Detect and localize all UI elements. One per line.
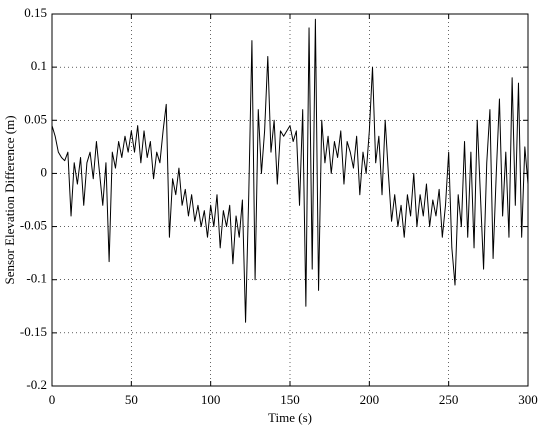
y-axis-label: Sensor Elevation Difference (m) bbox=[2, 115, 17, 284]
x-tick-label: 0 bbox=[49, 392, 56, 407]
x-tick-label: 50 bbox=[125, 392, 138, 407]
x-tick-label: 250 bbox=[439, 392, 459, 407]
y-tick-label: 0.15 bbox=[24, 5, 47, 20]
x-tick-label: 200 bbox=[360, 392, 380, 407]
x-tick-label: 100 bbox=[201, 392, 221, 407]
data-line bbox=[51, 18, 529, 323]
y-tick-label: -0.05 bbox=[20, 218, 47, 233]
y-tick-label: -0.2 bbox=[26, 377, 47, 392]
x-tick-label: 300 bbox=[518, 392, 538, 407]
y-tick-label: 0.1 bbox=[31, 58, 47, 73]
plot-frame bbox=[51, 13, 529, 387]
y-tick-label: -0.1 bbox=[26, 271, 47, 286]
y-tick-label: 0.05 bbox=[24, 111, 47, 126]
x-axis-label: Time (s) bbox=[268, 410, 312, 425]
y-tick-label: -0.15 bbox=[20, 324, 47, 339]
x-tick-label: 150 bbox=[280, 392, 300, 407]
y-tick-label: 0 bbox=[41, 164, 48, 179]
